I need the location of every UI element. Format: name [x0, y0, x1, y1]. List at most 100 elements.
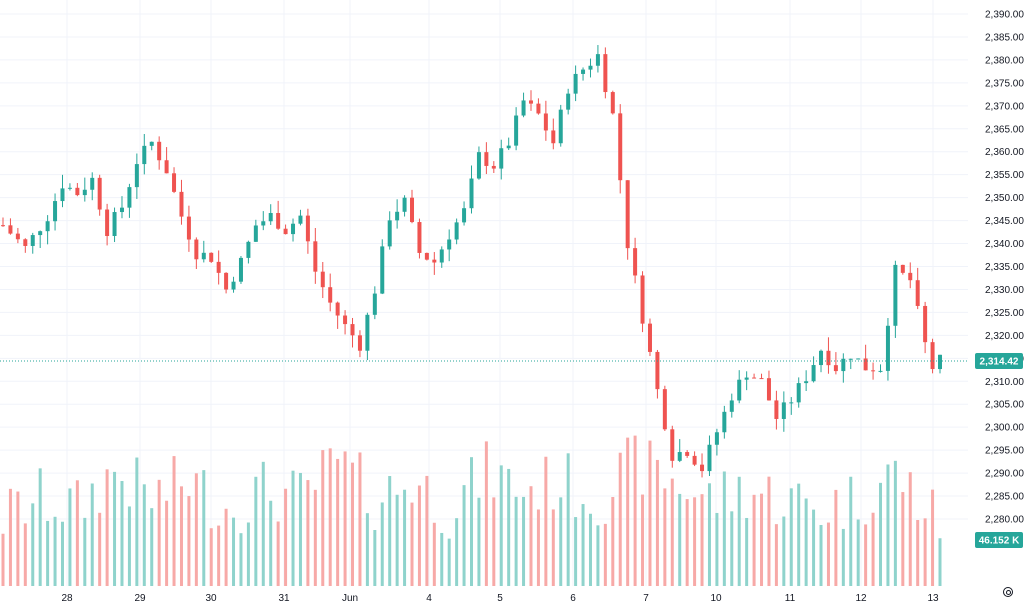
volume-bar: [395, 494, 399, 586]
volume-bar: [871, 512, 875, 586]
volume-bar: [864, 524, 868, 586]
y-tick-label: 2,330.00: [985, 285, 1024, 296]
volume-bar: [246, 522, 250, 586]
candle-body: [402, 197, 407, 212]
volume-bar: [596, 525, 600, 586]
candle-body: [216, 261, 221, 273]
candle-body: [224, 272, 229, 290]
y-tick-label: 2,285.00: [985, 492, 1024, 503]
candle-body: [863, 358, 868, 371]
candle-body: [804, 381, 809, 384]
y-tick-label: 2,360.00: [985, 147, 1024, 158]
candle-body: [350, 324, 355, 336]
volume-bar: [767, 476, 771, 586]
y-tick-label: 2,355.00: [985, 170, 1024, 181]
volume-bar: [789, 488, 793, 586]
candle-body: [930, 342, 935, 370]
volume-bar: [328, 448, 332, 586]
candle-body: [142, 145, 147, 165]
x-tick-label: 29: [134, 593, 146, 603]
volume-bar: [105, 469, 109, 586]
volume-bar: [150, 508, 154, 586]
candle-body: [484, 152, 489, 166]
volume-bar: [343, 451, 347, 586]
volume-bar: [276, 521, 280, 586]
volume-bar: [737, 476, 741, 586]
volume-bar: [618, 452, 622, 586]
volume-bar: [886, 464, 890, 586]
volume-bar: [53, 516, 57, 586]
volume-bar: [440, 532, 444, 586]
candle-body: [528, 100, 533, 104]
candle-body: [82, 189, 87, 196]
candle-body: [521, 100, 526, 116]
candle-body: [662, 389, 667, 430]
volume-bar: [908, 472, 912, 586]
candle-body: [737, 379, 742, 401]
candle-body: [149, 141, 154, 146]
candle-body: [432, 259, 437, 263]
volume-bar: [224, 508, 228, 586]
volume-bar: [611, 496, 615, 586]
candle-body: [119, 207, 124, 213]
candle-body: [744, 377, 749, 380]
volume-bar: [588, 513, 592, 586]
candle-body: [179, 191, 184, 217]
y-tick-label: 2,345.00: [985, 216, 1024, 227]
candle-body: [75, 187, 80, 196]
volume-bar: [834, 489, 838, 586]
candle-body: [172, 173, 177, 192]
y-tick-label: 2,280.00: [985, 515, 1024, 526]
volume-bar: [655, 459, 659, 586]
volume-bar: [16, 491, 20, 586]
candle-body: [53, 201, 58, 222]
candle-body: [677, 452, 682, 461]
volume-bar: [135, 457, 139, 586]
candle-body: [23, 239, 28, 246]
candle-body: [97, 177, 102, 210]
candlesticks: [1, 45, 942, 478]
y-tick-label: 2,340.00: [985, 239, 1024, 250]
volume-bar: [31, 503, 35, 586]
candle-body: [670, 429, 675, 461]
candle-body: [506, 145, 511, 149]
volume-bar: [194, 473, 198, 586]
candle-body: [298, 215, 303, 224]
volume-bar: [722, 471, 726, 586]
volume-bar: [284, 488, 288, 586]
x-tick-label: Jun: [342, 593, 358, 603]
candle-body: [90, 177, 95, 190]
settings-gear-icon[interactable]: [1003, 587, 1013, 597]
volume-bar: [373, 529, 377, 586]
volume-bar: [804, 498, 808, 586]
y-tick-label: 2,335.00: [985, 262, 1024, 273]
candle-body: [640, 275, 645, 324]
candle-body: [209, 252, 214, 262]
y-tick-label: 2,390.00: [985, 10, 1024, 21]
candle-body: [722, 411, 727, 433]
volume-bar: [477, 497, 481, 586]
volume-bar: [663, 488, 667, 586]
candle-body: [380, 246, 385, 294]
volume-bar: [232, 517, 236, 586]
volume-bar: [797, 483, 801, 586]
candle-body: [908, 272, 913, 281]
volume-bar: [529, 486, 533, 586]
candle-body: [543, 113, 548, 131]
candle-body: [365, 314, 370, 351]
candle-body: [491, 165, 496, 169]
candle-body: [878, 370, 883, 372]
volume-bar: [901, 492, 905, 586]
price-badges: 2,314.42 46.152 K: [975, 352, 1023, 548]
candle-body: [915, 280, 920, 306]
volume-bar: [380, 502, 384, 586]
candle-body: [357, 335, 362, 351]
volume-bar: [626, 437, 630, 586]
volume-bar: [358, 452, 362, 586]
y-tick-label: 2,310.00: [985, 377, 1024, 388]
volume-bar: [38, 468, 42, 586]
volume-bar: [157, 479, 161, 586]
volume-bar: [172, 456, 176, 586]
volume-bar: [179, 486, 183, 586]
